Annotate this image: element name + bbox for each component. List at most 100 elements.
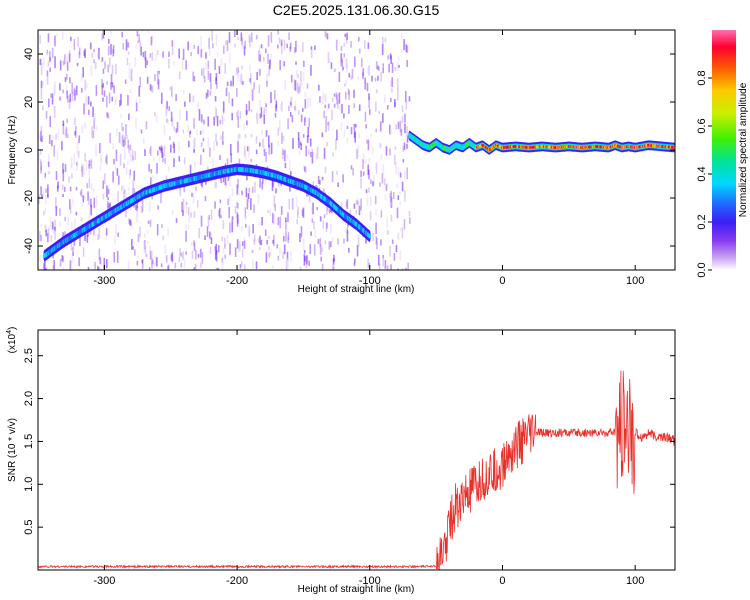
noise-speck — [156, 257, 158, 267]
noise-speck — [189, 164, 192, 175]
noise-speck — [262, 143, 265, 152]
noise-speck — [243, 146, 246, 157]
noise-speck — [258, 246, 261, 251]
noise-speck — [395, 123, 397, 130]
noise-speck — [324, 166, 327, 174]
noise-speck — [51, 47, 54, 58]
noise-speck — [74, 117, 76, 126]
noise-speck — [391, 77, 394, 87]
noise-speck — [350, 41, 352, 48]
noise-speck — [64, 128, 67, 137]
noise-speck — [384, 260, 387, 269]
noise-speck — [165, 106, 168, 116]
snr-x-axis: -300 -200 -100 0 100 — [93, 330, 644, 587]
snr-y-tick-label: 1.5 — [23, 434, 35, 449]
noise-speck — [56, 185, 59, 192]
noise-speck — [215, 250, 218, 262]
noise-speck — [252, 259, 254, 270]
chart-title: C2E5.2025.131.06.30.G15 — [273, 2, 440, 18]
noise-speck — [129, 170, 131, 179]
noise-speck — [350, 165, 353, 170]
noise-speck — [66, 61, 69, 71]
noise-speck — [260, 44, 263, 49]
noise-speck — [57, 128, 60, 140]
noise-speck — [139, 76, 142, 88]
noise-speck — [367, 42, 370, 49]
noise-speck — [198, 228, 201, 239]
noise-speck — [106, 81, 108, 85]
noise-speck — [187, 41, 189, 51]
noise-speck — [137, 40, 139, 44]
noise-speck — [218, 209, 220, 217]
noise-speck — [274, 203, 277, 211]
noise-speck — [62, 193, 64, 197]
noise-speck — [200, 154, 202, 165]
noise-speck — [179, 109, 181, 121]
noise-speck — [325, 32, 328, 39]
noise-speck — [145, 253, 148, 258]
noise-speck — [367, 258, 369, 268]
noise-speck — [383, 94, 386, 104]
noise-speck — [135, 102, 138, 112]
noise-speck — [148, 267, 151, 270]
noise-speck — [350, 75, 353, 80]
noise-speck — [406, 45, 409, 54]
noise-speck — [112, 143, 114, 150]
noise-speck — [127, 95, 129, 106]
noise-speck — [310, 46, 313, 50]
noise-speck — [216, 82, 218, 89]
noise-speck — [185, 204, 188, 214]
noise-speck — [270, 32, 273, 43]
noise-speck — [104, 173, 106, 184]
noise-speck — [228, 32, 231, 43]
noise-speck — [253, 234, 256, 242]
noise-speck — [149, 53, 152, 58]
noise-speck — [161, 147, 163, 158]
noise-speck — [108, 92, 111, 104]
noise-speck — [342, 174, 344, 183]
noise-speck — [293, 47, 296, 54]
noise-speck — [69, 77, 71, 84]
noise-speck — [240, 73, 243, 85]
noise-speck — [82, 67, 84, 78]
noise-speck — [146, 240, 149, 245]
noise-speck — [198, 109, 201, 121]
noise-speck — [117, 175, 120, 185]
noise-speck — [396, 183, 399, 188]
noise-speck — [357, 235, 360, 247]
noise-speck — [163, 145, 166, 158]
noise-speck — [63, 54, 66, 65]
noise-speck — [80, 74, 83, 83]
noise-speck — [162, 51, 164, 58]
noise-speck — [394, 66, 396, 72]
noise-speck — [302, 42, 304, 53]
noise-speck — [284, 217, 287, 223]
noise-speck — [112, 171, 114, 183]
noise-speck — [40, 130, 42, 138]
noise-speck — [294, 80, 297, 91]
noise-speck — [224, 237, 226, 249]
noise-speck — [147, 220, 150, 224]
noise-speck — [392, 192, 395, 199]
noise-speck — [326, 141, 328, 147]
noise-speck — [47, 161, 50, 168]
noise-speck — [122, 127, 124, 132]
noise-speck — [182, 198, 185, 211]
noise-speck — [244, 151, 247, 161]
noise-speck — [210, 209, 213, 220]
noise-speck — [360, 177, 362, 189]
noise-speck — [390, 55, 392, 64]
noise-speck — [68, 98, 71, 109]
noise-speck — [121, 31, 124, 38]
noise-speck — [377, 75, 379, 81]
noise-speck — [129, 219, 131, 225]
noise-speck — [246, 110, 248, 115]
noise-speck — [94, 62, 97, 70]
noise-speck — [329, 241, 332, 248]
noise-speck — [73, 240, 76, 246]
noise-speck — [302, 165, 305, 171]
noise-speck — [353, 56, 356, 67]
noise-speck — [168, 58, 170, 69]
noise-speck — [45, 110, 48, 119]
noise-speck — [241, 248, 244, 258]
